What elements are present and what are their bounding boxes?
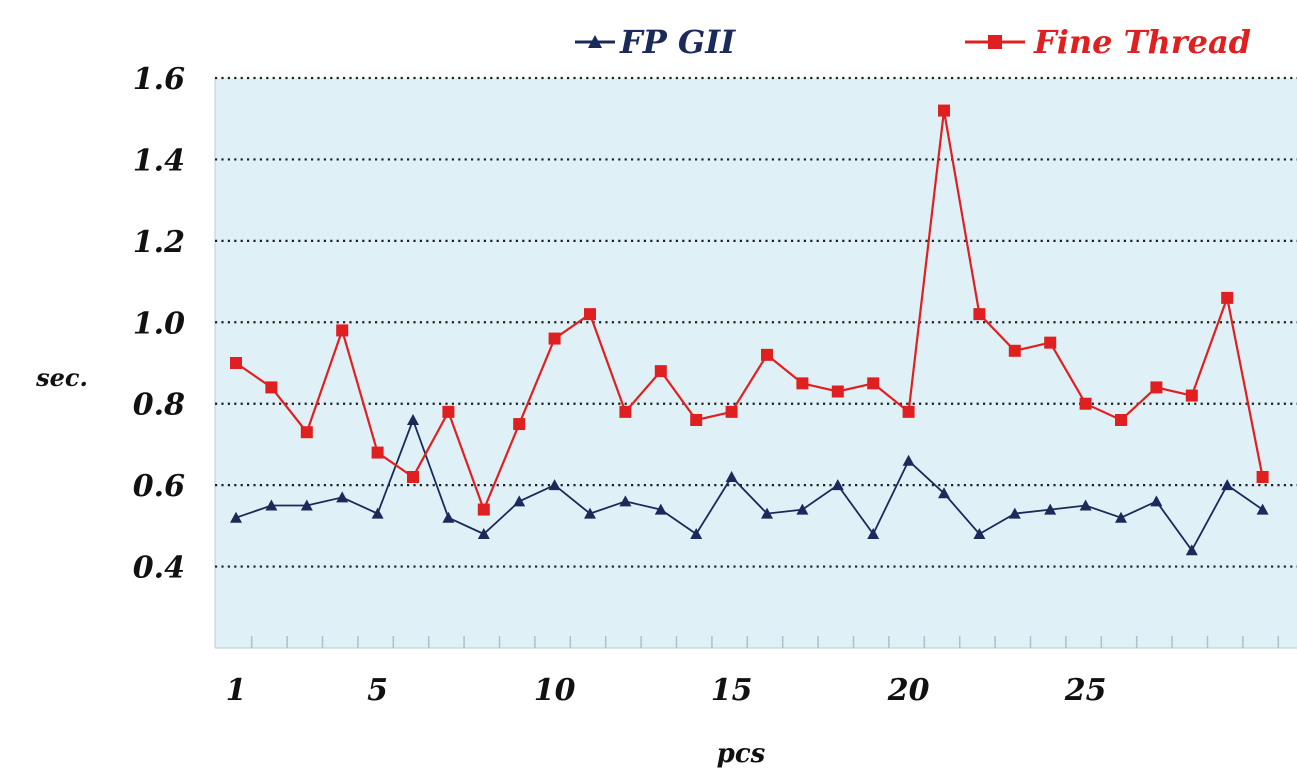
data-point [477, 528, 490, 539]
data-point [1044, 336, 1057, 349]
series-fp-gii [230, 414, 1269, 556]
data-point [1221, 291, 1234, 304]
data-point [973, 308, 986, 321]
data-point [1256, 471, 1269, 483]
data-point [1079, 397, 1092, 410]
data-point [230, 511, 242, 523]
legend-marker [988, 35, 1002, 49]
data-point [973, 528, 986, 539]
data-point [1185, 544, 1198, 556]
data-point [1008, 507, 1021, 519]
data-point [1256, 503, 1269, 515]
data-point [867, 377, 880, 390]
data-point [1079, 499, 1092, 511]
x-axis-ticks [250, 636, 1280, 648]
x-tick-label: 10 [534, 673, 576, 708]
y-tick-label: 1.0 [133, 306, 185, 341]
data-point [902, 454, 915, 466]
y-axis-label: sec. [35, 363, 88, 392]
series-group [230, 104, 1269, 556]
data-point [584, 507, 596, 519]
data-point [300, 499, 313, 511]
data-point [1044, 503, 1057, 515]
data-point [513, 495, 526, 507]
data-point [619, 405, 632, 418]
data-point [548, 479, 561, 491]
data-point [654, 503, 667, 515]
data-point [796, 377, 809, 390]
data-point [336, 324, 349, 337]
data-point [690, 528, 703, 539]
data-point [513, 418, 526, 431]
series-fine-thread [230, 104, 1269, 516]
y-tick-label: 0.6 [133, 469, 185, 504]
data-point [654, 365, 667, 378]
x-axis-tick-labels: 1 5 10 15 20 25 [226, 673, 1107, 708]
data-point [442, 405, 455, 418]
data-point [938, 104, 950, 117]
data-point [619, 495, 632, 507]
data-point [831, 479, 844, 491]
data-point [300, 426, 313, 439]
data-point [548, 332, 561, 345]
data-point [230, 357, 242, 369]
x-tick-label: 25 [1064, 673, 1107, 708]
y-tick-label: 1.2 [133, 225, 185, 260]
y-tick-label: 1.4 [133, 143, 185, 178]
data-point [690, 414, 703, 426]
x-axis-label: pcs [717, 739, 766, 769]
data-point [761, 507, 773, 519]
plot-area-background [215, 78, 1297, 648]
data-point [584, 308, 596, 321]
legend-marker [588, 35, 602, 48]
data-point [1150, 495, 1163, 507]
y-tick-label: 0.4 [133, 551, 185, 586]
legend-item-fp-gii: FP GII [575, 23, 736, 61]
x-tick-label: 1 [226, 673, 247, 708]
data-point [796, 503, 809, 515]
data-point [831, 385, 844, 398]
data-point [725, 405, 738, 418]
y-axis-tick-labels: 0.4 0.6 0.8 1.0 1.2 1.4 1.6 [133, 62, 185, 586]
x-tick-label: 20 [887, 673, 930, 708]
legend: FP GII Fine Thread [575, 23, 1251, 61]
grid-lines [214, 76, 1297, 649]
data-point [1115, 511, 1127, 523]
data-point [1008, 344, 1021, 357]
data-point [1115, 414, 1127, 426]
legend-label: Fine Thread [1033, 23, 1251, 61]
legend-label: FP GII [619, 23, 736, 61]
data-point [265, 381, 278, 394]
data-point [1221, 479, 1234, 491]
data-point [1185, 389, 1198, 402]
data-point [761, 348, 773, 361]
data-point [902, 405, 915, 418]
y-tick-label: 0.8 [133, 388, 185, 423]
x-tick-label: 15 [711, 673, 753, 708]
data-point [336, 491, 349, 503]
data-point [1150, 381, 1163, 394]
data-point [477, 503, 490, 516]
series-line [235, 417, 1264, 552]
data-point [725, 471, 738, 482]
y-tick-label: 1.6 [133, 62, 185, 97]
data-point [407, 414, 419, 425]
data-point [371, 507, 384, 519]
x-tick-label: 5 [367, 673, 388, 708]
data-point [442, 511, 455, 523]
data-point [867, 528, 880, 539]
data-point [938, 487, 950, 499]
legend-item-fine-thread: Fine Thread [965, 23, 1251, 61]
data-point [371, 446, 384, 459]
data-point [407, 471, 419, 483]
data-point [265, 499, 278, 511]
